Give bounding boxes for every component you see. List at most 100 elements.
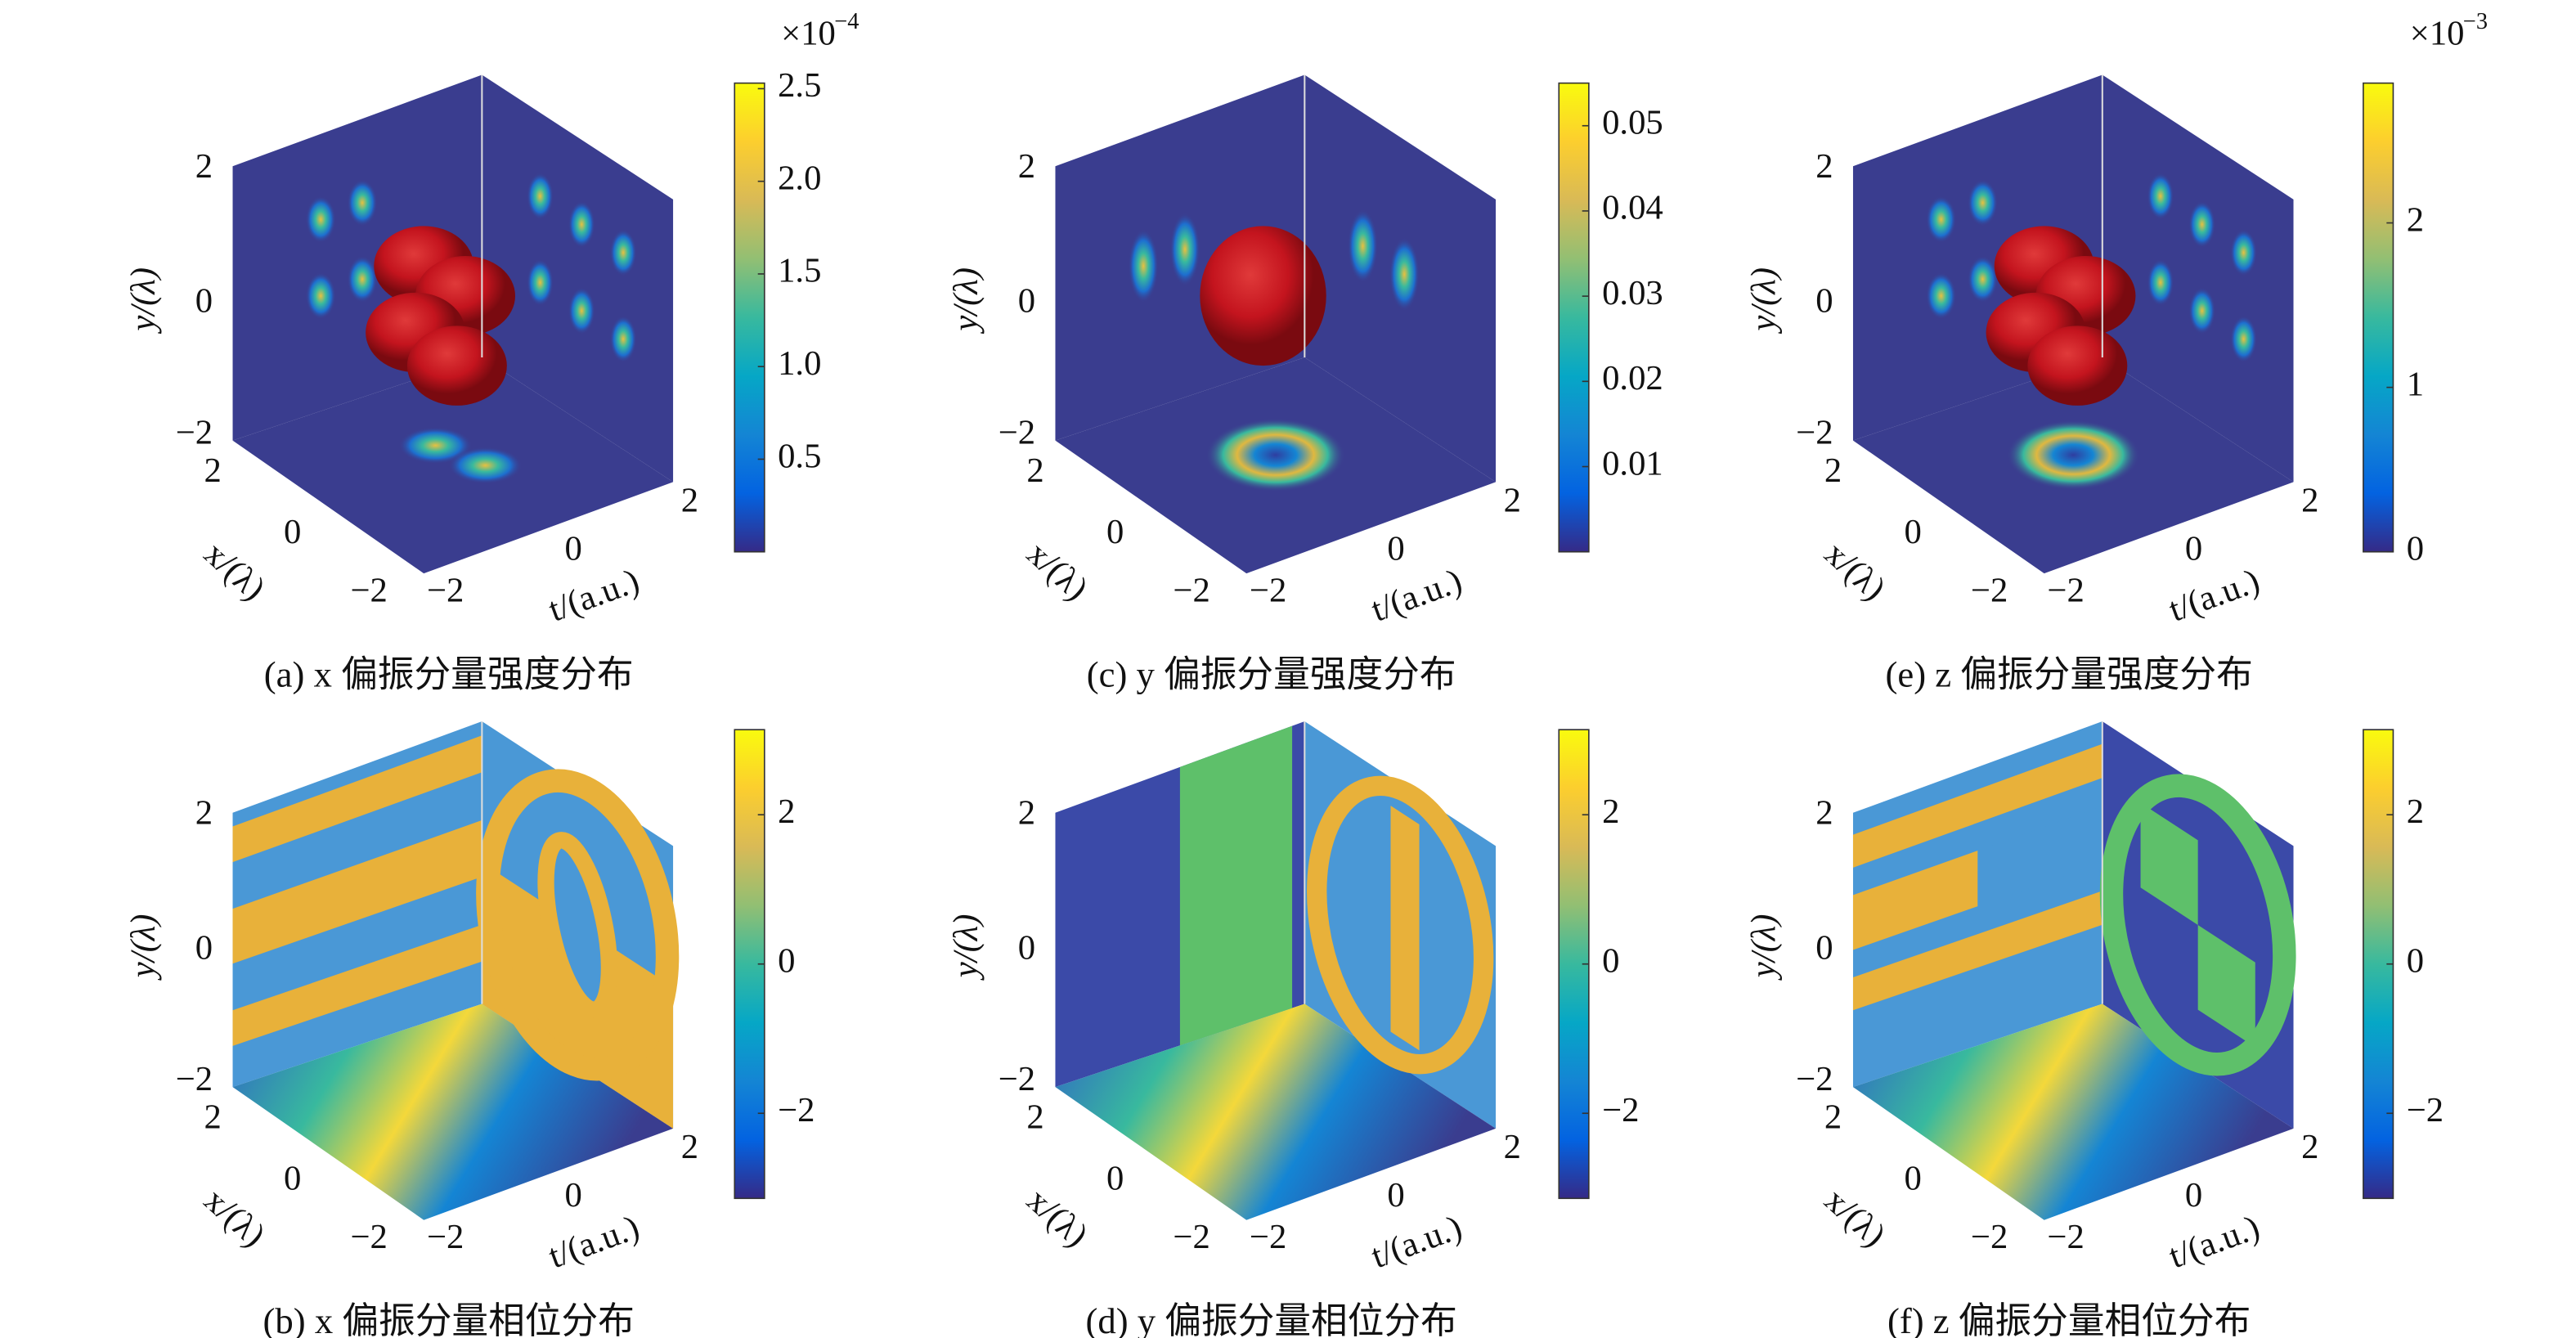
cube-face	[482, 74, 674, 483]
y-tick-label: 2	[195, 794, 213, 833]
x-tick-label: −2	[350, 571, 387, 609]
x-tick-label: 2	[1026, 1098, 1043, 1137]
t-axis-label: t/(a.u.)	[2164, 1208, 2264, 1276]
colorbar-multiplier: ×10	[2410, 15, 2465, 53]
colorbar-tick-label: 2.0	[778, 159, 821, 197]
x-tick-label: 0	[1106, 1160, 1124, 1198]
x-axis-label: x/(λ)	[1817, 1181, 1893, 1255]
phase-region	[1179, 725, 1293, 1046]
x-axis-label: x/(λ)	[1020, 534, 1096, 608]
t-tick-label: 0	[2185, 1176, 2202, 1215]
x-tick-label: −2	[1971, 1218, 2008, 1256]
projection-spot	[568, 200, 595, 248]
phase-ring	[537, 832, 618, 1018]
y-tick-label: 2	[1815, 147, 1833, 186]
phase-region	[232, 819, 482, 964]
projection-spot	[1926, 272, 1956, 320]
phase-region	[232, 924, 482, 1046]
phase-ring	[476, 769, 680, 1081]
projection-spot	[1348, 209, 1378, 283]
y-tick-label: −2	[999, 1060, 1035, 1098]
y-tick-label: −2	[176, 1060, 213, 1098]
caption: (f) z 偏振分量相位分布	[1887, 1300, 2251, 1338]
y-axis-label: y/(λ)	[1744, 267, 1783, 334]
colorbar-tick-label: 2	[1602, 792, 1619, 831]
x-axis-label: x/(λ)	[197, 1181, 273, 1255]
y-axis-label: y/(λ)	[947, 267, 985, 334]
phase-region	[232, 735, 482, 863]
projection-spot	[1169, 213, 1200, 286]
x-tick-label: 0	[1106, 513, 1124, 551]
projection-spot	[527, 259, 554, 306]
projection-spot	[347, 179, 378, 227]
projection-spot	[2188, 287, 2215, 334]
colorbar	[734, 82, 765, 553]
x-tick-label: 2	[1026, 451, 1043, 490]
projection-spot	[527, 173, 554, 220]
projection-spot	[568, 287, 595, 334]
x-tick-label: −2	[1971, 571, 2008, 609]
projection-spot	[2147, 173, 2174, 220]
colorbar	[2363, 82, 2394, 553]
projection-spot	[1968, 255, 1998, 303]
phase-region	[1390, 806, 1420, 1051]
phase-region	[2197, 924, 2255, 1048]
caption: (e) z 偏振分量强度分布	[1886, 653, 2253, 694]
t-tick-label: 0	[564, 530, 581, 568]
x-tick-label: 2	[204, 451, 221, 490]
colorbar-tick-label: 0.05	[1602, 104, 1663, 142]
colorbar-tick-label: 2	[778, 792, 795, 831]
t-tick-label: −2	[1250, 1218, 1286, 1256]
colorbar-tick-label: 0.03	[1602, 274, 1663, 312]
caption: (d) y 偏振分量相位分布	[1086, 1300, 1457, 1338]
t-tick-label: 2	[681, 1128, 698, 1166]
x-tick-label: 0	[1904, 513, 1921, 551]
projection-spot	[1389, 237, 1420, 312]
cube-face	[2102, 74, 2294, 483]
isosurface	[1200, 226, 1326, 366]
y-tick-label: 0	[1018, 282, 1035, 321]
colorbar-tick-label: 2	[2407, 792, 2424, 831]
projection-ring	[1205, 418, 1346, 492]
t-tick-label: 2	[1504, 1128, 1521, 1166]
phase-region	[1852, 851, 1978, 950]
x-tick-label: 2	[204, 1098, 221, 1137]
phase-ring	[1307, 775, 1494, 1075]
t-tick-label: 0	[2185, 530, 2202, 568]
t-tick-label: 2	[2301, 1128, 2318, 1166]
colorbar-tick-label: 0.5	[778, 437, 821, 475]
t-tick-label: 0	[564, 1176, 581, 1215]
projection-spot	[398, 427, 473, 465]
t-tick-label: −2	[1250, 571, 1286, 609]
x-tick-label: 0	[284, 1160, 301, 1198]
projection-spot	[448, 447, 523, 484]
y-tick-label: −2	[999, 413, 1035, 451]
t-tick-label: −2	[427, 1218, 464, 1256]
t-axis-label: t/(a.u.)	[1367, 1208, 1467, 1276]
colorbar	[1558, 82, 1590, 553]
x-tick-label: 0	[284, 513, 301, 551]
t-axis-label: t/(a.u.)	[544, 1208, 644, 1276]
projection-spot	[1968, 179, 1998, 227]
x-axis-label: x/(λ)	[1020, 1181, 1096, 1255]
colorbar-tick-label: −2	[778, 1091, 815, 1129]
y-tick-label: 0	[195, 282, 213, 321]
y-tick-label: 0	[1815, 928, 1833, 967]
x-tick-label: −2	[350, 1218, 387, 1256]
projection-spot	[1926, 195, 1956, 243]
projection-spot	[2147, 259, 2174, 306]
y-tick-label: 0	[1815, 282, 1833, 321]
colorbar-tick-label: 1.0	[778, 344, 821, 383]
x-axis-label: x/(λ)	[1817, 534, 1893, 608]
projection-spot	[305, 272, 336, 320]
y-axis-label: y/(λ)	[124, 914, 163, 981]
t-axis-label: t/(a.u.)	[1367, 562, 1467, 630]
t-tick-label: −2	[427, 571, 464, 609]
caption: (b) x 偏振分量相位分布	[263, 1300, 635, 1338]
